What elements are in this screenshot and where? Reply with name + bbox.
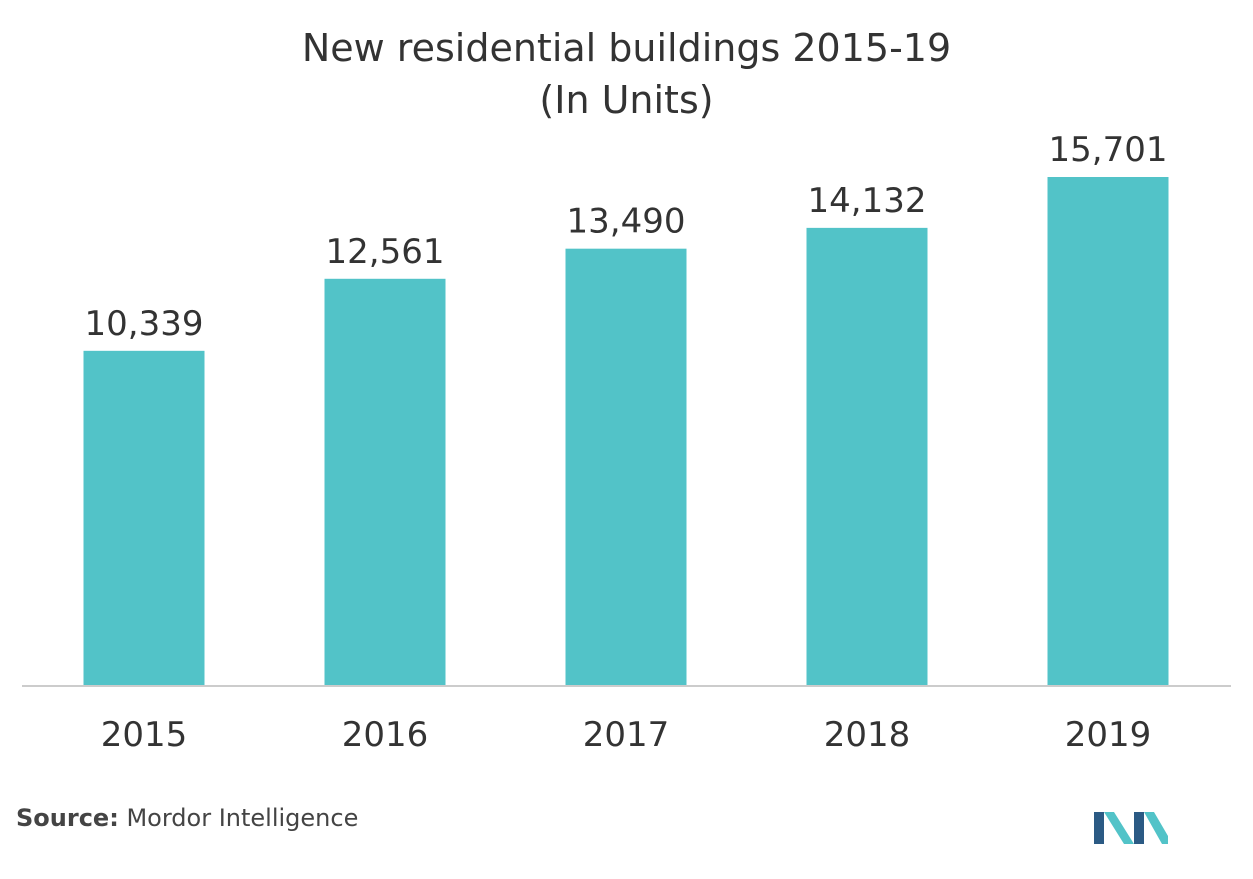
logo-shape-left: [1094, 812, 1104, 844]
data-label-2016: 12,561: [326, 232, 445, 272]
source-text: Mordor Intelligence: [126, 804, 359, 832]
bars-layer: [83, 177, 1169, 687]
logo-shape-mid: [1134, 812, 1144, 844]
data-label-2015: 10,339: [85, 304, 204, 344]
chart-subtitle-text: (In Units): [539, 78, 714, 122]
x-tick-label-2015: 2015: [101, 715, 188, 755]
data-label-2018: 14,132: [808, 181, 927, 221]
chart-title-text: New residential buildings 2015-19: [301, 26, 952, 70]
chart-title: New residential buildings 2015-19 (In Un…: [0, 22, 1253, 126]
source-label: Source:: [16, 804, 119, 832]
logo-shape-diag-1: [1104, 812, 1134, 844]
logo-shape-diag-2: [1144, 812, 1168, 844]
mordor-intelligence-logo-icon: [1094, 812, 1168, 844]
source-note: Source: Mordor Intelligence: [16, 804, 358, 832]
bar-2018: [806, 227, 928, 687]
bar-2015: [83, 350, 205, 686]
bar-2016: [324, 278, 446, 686]
x-tick-label-2016: 2016: [342, 715, 429, 755]
bar-2019: [1047, 177, 1169, 686]
x-tick-label-2019: 2019: [1065, 715, 1152, 755]
value-labels-layer: 10,339 12,561 13,490 14,132 15,701: [85, 130, 1168, 344]
bar-2017: [565, 248, 687, 687]
x-tick-labels-layer: 2015 2016 2017 2018 2019: [101, 715, 1152, 755]
x-tick-label-2017: 2017: [583, 715, 670, 755]
x-tick-label-2018: 2018: [824, 715, 911, 755]
data-label-2017: 13,490: [567, 202, 686, 242]
data-label-2019: 15,701: [1049, 130, 1168, 170]
